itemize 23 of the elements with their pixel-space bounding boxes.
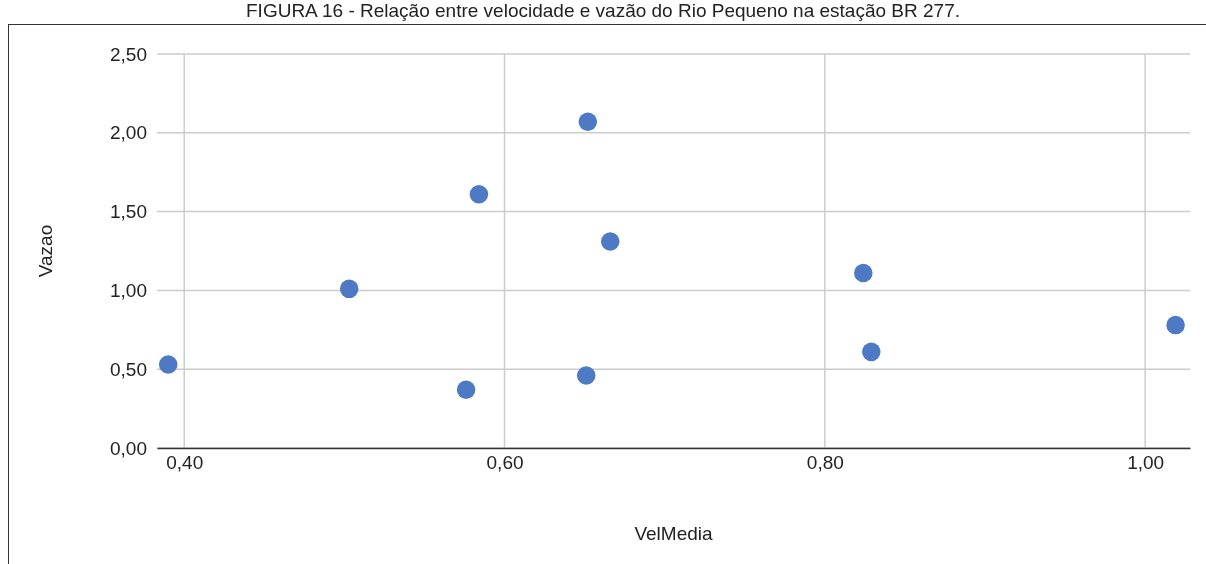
x-tick-label: 0,80 xyxy=(806,452,844,474)
point xyxy=(469,185,489,204)
y-tick-label: 2,00 xyxy=(110,122,147,144)
y-tick-label: 2,50 xyxy=(110,43,147,65)
point xyxy=(456,380,476,399)
y-tick-label: 1,50 xyxy=(110,201,147,223)
x-tick-label: 0,40 xyxy=(166,452,204,474)
point xyxy=(854,263,873,283)
point xyxy=(600,232,620,251)
point xyxy=(862,342,881,362)
y-axis-title: Vazao xyxy=(35,224,56,278)
x-tick-label: 0,60 xyxy=(486,452,524,474)
point xyxy=(576,366,596,385)
point xyxy=(1166,315,1185,335)
y-tick-label: 1,00 xyxy=(110,279,147,301)
point xyxy=(339,279,359,299)
chart-title: FIGURA 16 - Relação entre velocidade e vazão do Rio Pequeno na estação BR 277. xyxy=(246,0,960,21)
x-axis-title: VelMedia xyxy=(634,523,714,544)
point xyxy=(578,112,598,132)
y-tick-label: 0,00 xyxy=(110,437,147,459)
y-tick-label: 0,50 xyxy=(110,358,147,380)
x-tick-label: 1,00 xyxy=(1127,452,1165,474)
point xyxy=(158,355,178,374)
